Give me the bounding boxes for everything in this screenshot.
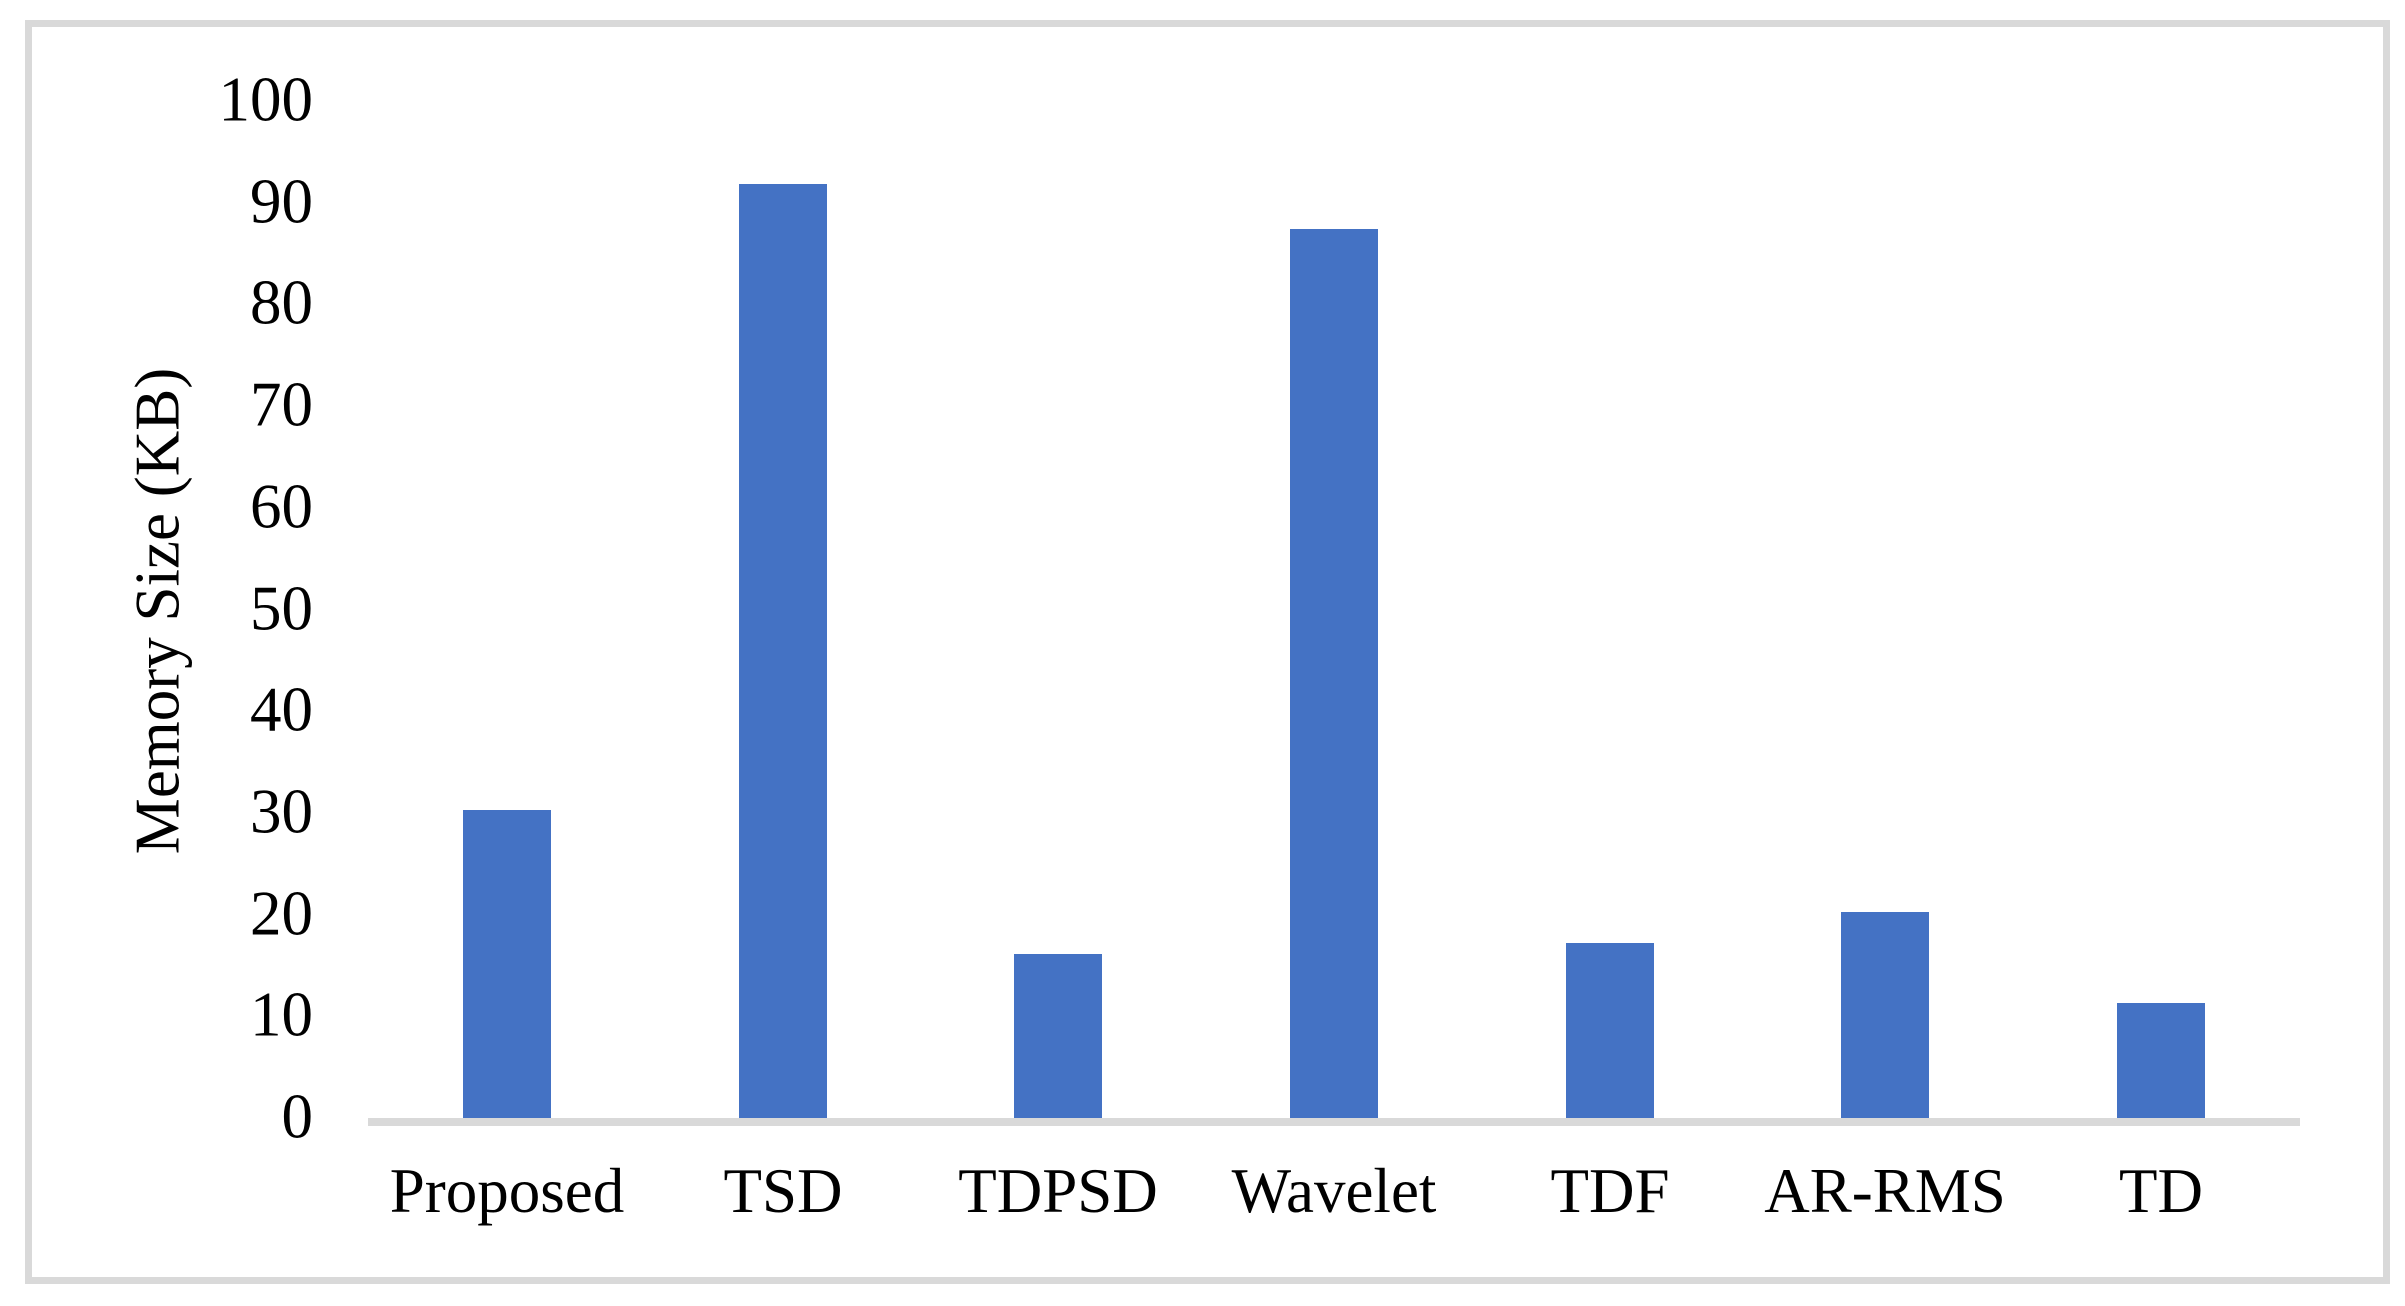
y-tick-label-40: 40 [250,674,313,745]
chart-border [25,20,2390,1284]
x-label-wavelet: Wavelet [1231,1156,1437,1226]
bar-tdpsd [1014,954,1102,1118]
bar-wavelet [1290,229,1378,1118]
x-axis-line [368,1118,2300,1126]
y-tick-label-50: 50 [250,573,313,643]
x-label-ar-rms: AR-RMS [1764,1156,2006,1226]
x-label-tdpsd: TDPSD [958,1156,1158,1226]
x-label-tdf: TDF [1550,1156,1670,1226]
bar-tsd [739,184,827,1118]
x-label-td: TD [2119,1156,2203,1226]
y-tick-label-10: 10 [250,979,313,1050]
y-tick-label-0: 0 [281,1081,314,1152]
y-tick-label-30: 30 [250,776,313,847]
bar-ar-rms [1841,912,1929,1118]
bar-tdf [1566,943,1654,1118]
y-tick-label-70: 70 [250,369,313,440]
y-tick-label-20: 20 [250,878,313,949]
x-label-tsd: TSD [723,1156,843,1226]
y-tick-label-100: 100 [218,64,314,135]
y-tick-label-80: 80 [250,267,313,338]
x-label-proposed: Proposed [389,1156,625,1226]
bar-proposed [463,810,551,1118]
bar-td [2117,1003,2205,1118]
y-tick-label-90: 90 [250,166,313,237]
y-tick-label-60: 60 [250,471,313,542]
